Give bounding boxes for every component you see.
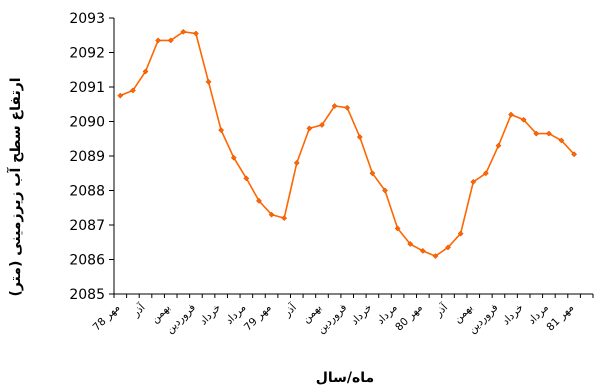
y-axis-title: ارتفاع سطح آب زیرزمینی (متر)	[6, 77, 24, 296]
y-tick-label: 2092	[69, 46, 105, 62]
data-point	[167, 37, 174, 44]
data-point	[495, 142, 502, 149]
x-tick-label: مهر 79	[242, 302, 274, 334]
data-point	[281, 215, 288, 222]
y-tick-label: 2091	[69, 80, 105, 96]
data-point	[382, 187, 388, 194]
data-point	[419, 247, 426, 254]
data-point	[192, 30, 199, 37]
data-point	[180, 28, 187, 35]
data-point	[407, 241, 414, 247]
data-point	[432, 253, 439, 260]
data-point	[457, 230, 464, 237]
data-point	[142, 68, 149, 75]
y-tick-label: 2086	[69, 253, 105, 269]
data-point	[331, 103, 338, 109]
data-point	[369, 170, 376, 177]
data-point	[256, 197, 262, 204]
series-line	[119, 30, 575, 258]
x-tick-label: مهر 81	[544, 302, 576, 334]
y-tick-label: 2087	[69, 218, 105, 234]
data-point	[394, 225, 401, 232]
data-point	[344, 104, 351, 111]
y-tick-label: 2089	[69, 149, 105, 165]
data-point	[558, 137, 565, 144]
data-point	[470, 178, 477, 185]
data-point	[129, 87, 136, 94]
data-point	[230, 154, 237, 161]
data-point	[445, 244, 451, 251]
y-tick-label: 2090	[69, 115, 105, 131]
y-tick-label: 2093	[69, 11, 105, 27]
data-point	[155, 37, 162, 44]
data-point	[533, 130, 540, 137]
x-tick-label: آذر	[431, 300, 451, 320]
data-point	[520, 116, 527, 123]
data-point	[293, 159, 300, 166]
x-tick-label: خرداد	[197, 302, 223, 328]
data-point	[205, 78, 212, 85]
data-point	[218, 127, 225, 134]
plot-area: 2085 2086 2087 2088 2089 2090 2091 2092 2093 مهر …	[69, 11, 594, 336]
x-tick-label: مهر 78	[91, 302, 123, 334]
data-point	[356, 134, 363, 140]
x-tick-label: مهر 80	[393, 302, 425, 334]
y-tick-label: 2088	[69, 184, 105, 200]
y-tick-label: 2085	[69, 287, 105, 303]
x-tick-label: خرداد	[500, 302, 526, 328]
data-point	[482, 170, 489, 177]
x-tick-label: آذر	[280, 300, 300, 320]
data-point	[545, 130, 552, 137]
x-tick-label: خرداد	[349, 302, 375, 328]
data-point	[243, 175, 250, 182]
data-point	[571, 151, 578, 158]
data-point	[306, 125, 313, 132]
x-axis-title: ماه/سال	[316, 370, 374, 386]
data-point	[117, 92, 124, 99]
data-point	[319, 121, 325, 128]
data-point	[268, 211, 275, 218]
data-point	[508, 111, 515, 118]
x-tick-label: آذر	[129, 300, 149, 320]
